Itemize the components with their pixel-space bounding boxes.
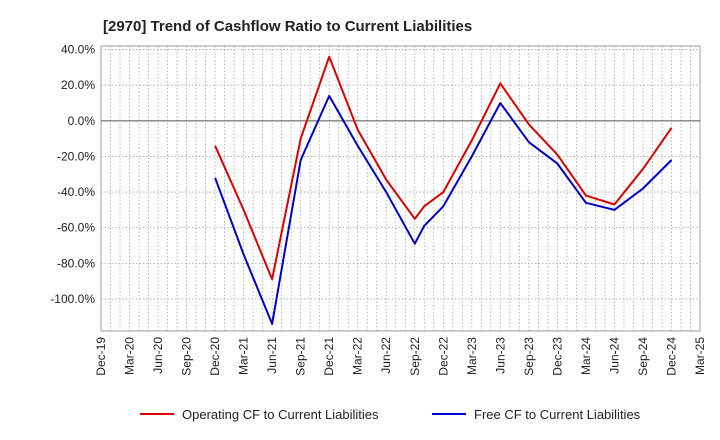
x-tick-label: Dec-22	[436, 337, 450, 376]
y-tick-label: -80.0%	[57, 256, 95, 270]
legend-label-1: Operating CF to Current Liabilities	[182, 407, 379, 422]
y-tick-label: -60.0%	[57, 221, 95, 235]
x-tick-label: Dec-24	[664, 337, 678, 376]
x-tick-label: Mar-20	[123, 337, 137, 375]
series-layer	[214, 55, 673, 325]
plot-area	[100, 45, 701, 332]
x-tick-label: Mar-21	[237, 337, 251, 375]
y-tick-label: -40.0%	[57, 185, 95, 199]
x-tick-label: Dec-23	[550, 337, 564, 376]
series-line-2	[214, 94, 673, 325]
x-tick-label: Sep-21	[294, 337, 308, 376]
legend: Operating CF to Current Liabilities Free …	[140, 407, 641, 422]
x-tick-label: Jun-21	[265, 337, 279, 374]
y-tick-label: -20.0%	[57, 149, 95, 163]
x-tick-label: Sep-20	[180, 337, 194, 376]
x-tick-label: Mar-22	[351, 337, 365, 375]
y-tick-label: 0.0%	[68, 114, 96, 128]
x-tick-label: Mar-25	[693, 337, 707, 375]
axis-layer: 40.0% 20.0% 0.0% -20.0% -40.0% -60.0% -80.0% -1…	[50, 43, 707, 376]
series-line-1	[214, 55, 673, 281]
y-tick-label: 20.0%	[61, 78, 95, 92]
x-tick-label: Jun-22	[379, 337, 393, 374]
x-tick-label: Dec-20	[208, 337, 222, 376]
grid-layer	[100, 45, 701, 332]
x-tick-label: Jun-20	[151, 337, 165, 374]
x-tick-label: Dec-21	[322, 337, 336, 376]
legend-label-2: Free CF to Current Liabilities	[474, 407, 641, 422]
x-tick-label: Jun-23	[493, 337, 507, 374]
x-tick-label: Sep-24	[636, 337, 650, 376]
x-tick-label: Sep-23	[522, 337, 536, 376]
y-tick-label: -100.0%	[50, 292, 95, 306]
x-tick-label: Mar-24	[579, 337, 593, 375]
y-tick-label: 40.0%	[61, 43, 95, 57]
x-tick-label: Jun-24	[607, 337, 621, 374]
x-tick-label: Mar-23	[465, 337, 479, 375]
chart-title: [2970] Trend of Cashflow Ratio to Curren…	[103, 18, 472, 35]
x-tick-label: Dec-19	[94, 337, 108, 376]
x-tick-label: Sep-22	[408, 337, 422, 376]
